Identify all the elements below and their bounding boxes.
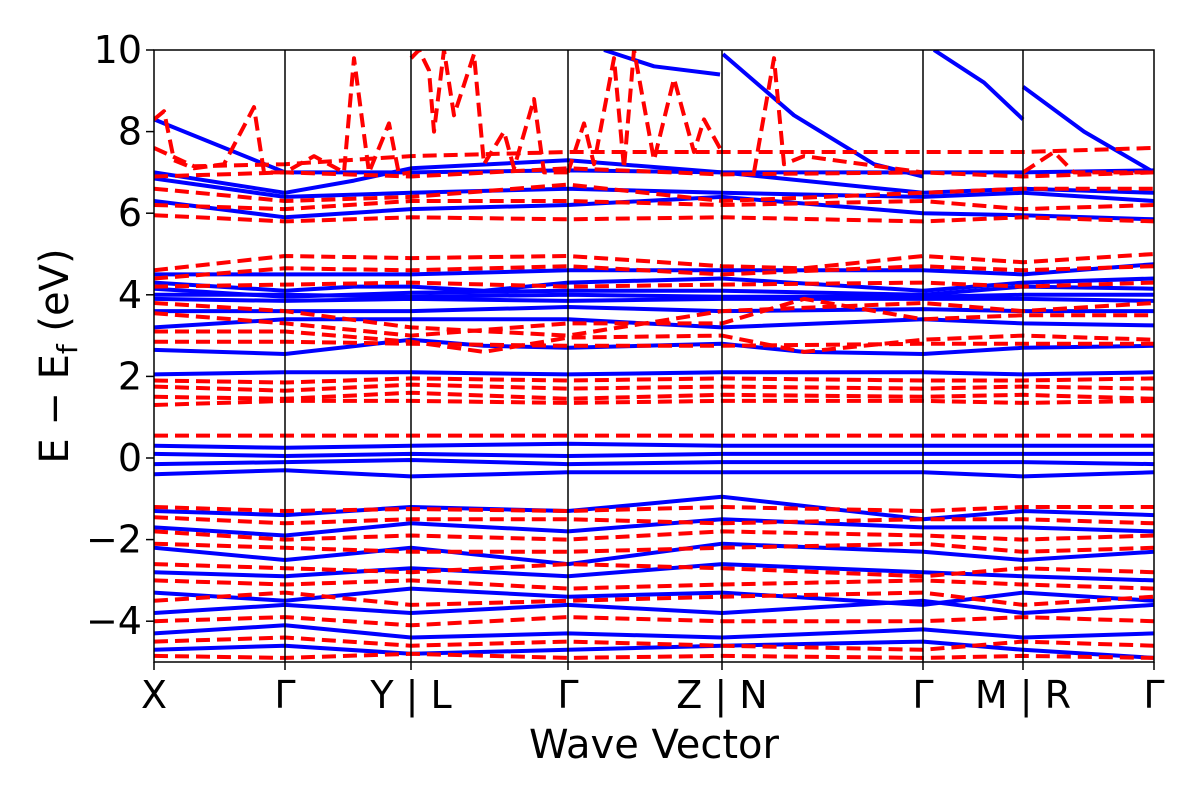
band-line-spin-up-21 <box>154 586 1154 607</box>
y-axis-ticks: −4 −2 0 2 4 6 8 10 <box>86 28 154 643</box>
band-line-spin-down-57 <box>409 50 568 175</box>
band-line-spin-down-32 <box>154 199 1154 212</box>
band-line-spin-up-9 <box>154 305 1154 314</box>
y-tick-label: −4 <box>86 599 142 643</box>
band-line-spin-down-33 <box>154 213 1154 224</box>
band-line-spin-down-50 <box>154 562 1154 579</box>
kpoint-separators <box>284 50 1024 662</box>
band-line-spin-down-47 <box>154 515 1154 526</box>
x-tick-label: Y | L <box>369 673 451 718</box>
y-axis-label: E − Ef (eV) <box>32 248 84 463</box>
band-line-spin-up-5 <box>154 276 1154 293</box>
y-tick-label: 0 <box>118 436 142 480</box>
band-line-spin-up-13 <box>154 441 1154 450</box>
band-line-spin-down-48 <box>154 529 1154 542</box>
band-line-spin-up-22 <box>154 598 1154 615</box>
band-line-spin-down-49 <box>154 541 1154 554</box>
band-line-spin-down-58 <box>566 50 724 174</box>
x-tick-label: Z | N <box>676 673 767 718</box>
band-line-spin-down-40 <box>154 339 1154 348</box>
band-line-spin-up-19 <box>154 541 1154 567</box>
band-line-spin-down-38 <box>154 296 1154 338</box>
x-axis-ticks: X Γ Y | L Γ Z | N Γ M | R Γ <box>141 662 1165 718</box>
x-tick-label: Γ <box>557 673 578 717</box>
band-line-spin-down-43 <box>154 390 1154 401</box>
band-line-spin-down-60 <box>1021 150 1154 175</box>
band-line-spin-down-35 <box>154 264 1154 281</box>
band-line-spin-up-24 <box>154 639 1154 660</box>
band-line-spin-down-30 <box>154 166 1154 179</box>
y-axis-label-subscript: f <box>51 343 84 354</box>
band-line-spin-down-52 <box>154 590 1154 607</box>
band-line-spin-up-27 <box>1021 85 1154 175</box>
band-line-spin-up-8 <box>154 296 1154 303</box>
y-tick-label: 4 <box>118 273 142 317</box>
x-tick-label: Γ <box>912 673 933 717</box>
band-line-spin-up-15 <box>154 458 1154 467</box>
band-line-spin-down-56 <box>154 56 412 177</box>
band-line-spin-down-54 <box>154 635 1154 652</box>
band-line-spin-up-26 <box>932 50 1025 121</box>
band-line-spin-down-59 <box>752 56 924 175</box>
y-tick-label: 2 <box>118 354 142 398</box>
band-line-spin-down-41 <box>154 376 1154 385</box>
x-tick-label: M | R <box>975 673 1071 718</box>
x-tick-label: X <box>141 673 167 717</box>
band-line-spin-up-2 <box>154 176 1154 203</box>
band-line-spin-up-28 <box>603 50 721 77</box>
y-axis-label-unit: (eV) <box>32 248 78 344</box>
x-tick-label: Γ <box>1143 673 1164 717</box>
x-tick-label: Γ <box>274 673 295 717</box>
y-tick-label: 6 <box>118 191 142 235</box>
band-line-spin-down-53 <box>154 615 1154 628</box>
band-line-spin-down-51 <box>154 578 1154 591</box>
band-line-spin-down-55 <box>154 651 1154 660</box>
band-line-spin-up-18 <box>154 517 1154 538</box>
band-line-spin-up-20 <box>154 562 1154 583</box>
y-tick-label: 8 <box>118 110 142 154</box>
band-line-spin-up-23 <box>154 623 1154 640</box>
band-line-spin-up-7 <box>154 292 1154 299</box>
band-line-spin-up-16 <box>154 468 1154 479</box>
band-line-spin-down-42 <box>154 382 1154 393</box>
band-line-spin-down-36 <box>154 280 1154 289</box>
band-line-spin-down-44 <box>154 398 1154 407</box>
band-line-spin-up-12 <box>154 370 1154 377</box>
band-line-spin-up-14 <box>154 451 1154 458</box>
y-tick-label: −2 <box>86 518 142 562</box>
plot-frame <box>153 49 1155 663</box>
band-line-spin-up-17 <box>154 494 1154 522</box>
band-line-spin-up-3 <box>154 194 1154 222</box>
y-tick-label: 10 <box>94 28 142 72</box>
band-line-spin-down-46 <box>154 505 1154 513</box>
x-axis-label: Wave Vector <box>529 722 780 768</box>
band-line-spin-down-31 <box>154 182 1154 203</box>
band-lines <box>154 50 1154 660</box>
y-axis-label-main: E − E <box>32 354 78 464</box>
band-line-spin-down-39 <box>154 329 1154 354</box>
